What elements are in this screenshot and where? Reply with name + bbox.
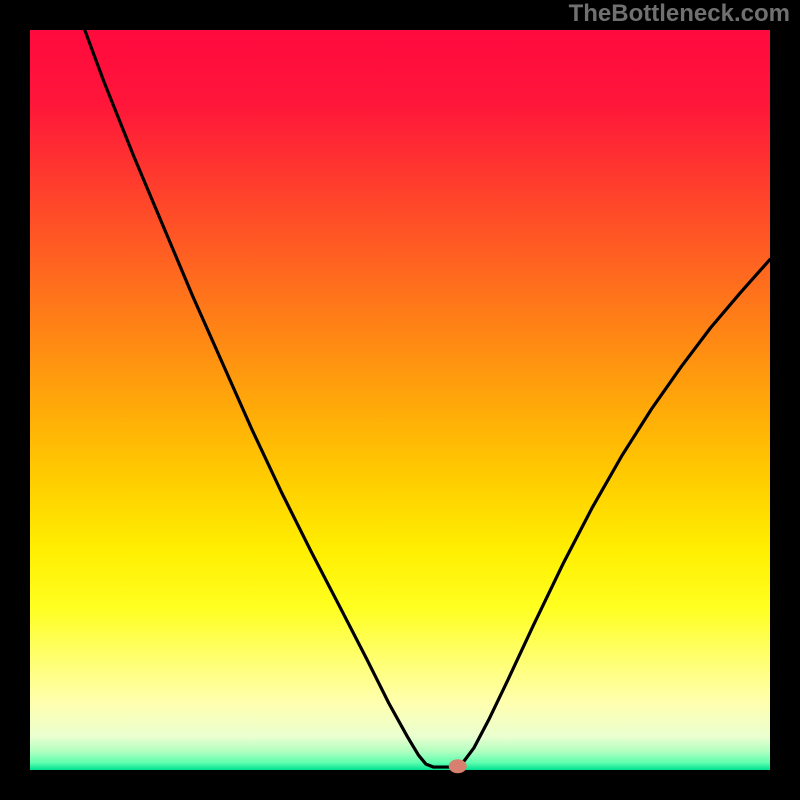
bottleneck-chart	[0, 0, 800, 800]
balance-marker	[449, 759, 467, 773]
watermark-text: TheBottleneck.com	[569, 0, 790, 28]
chart-container: TheBottleneck.com	[0, 0, 800, 800]
